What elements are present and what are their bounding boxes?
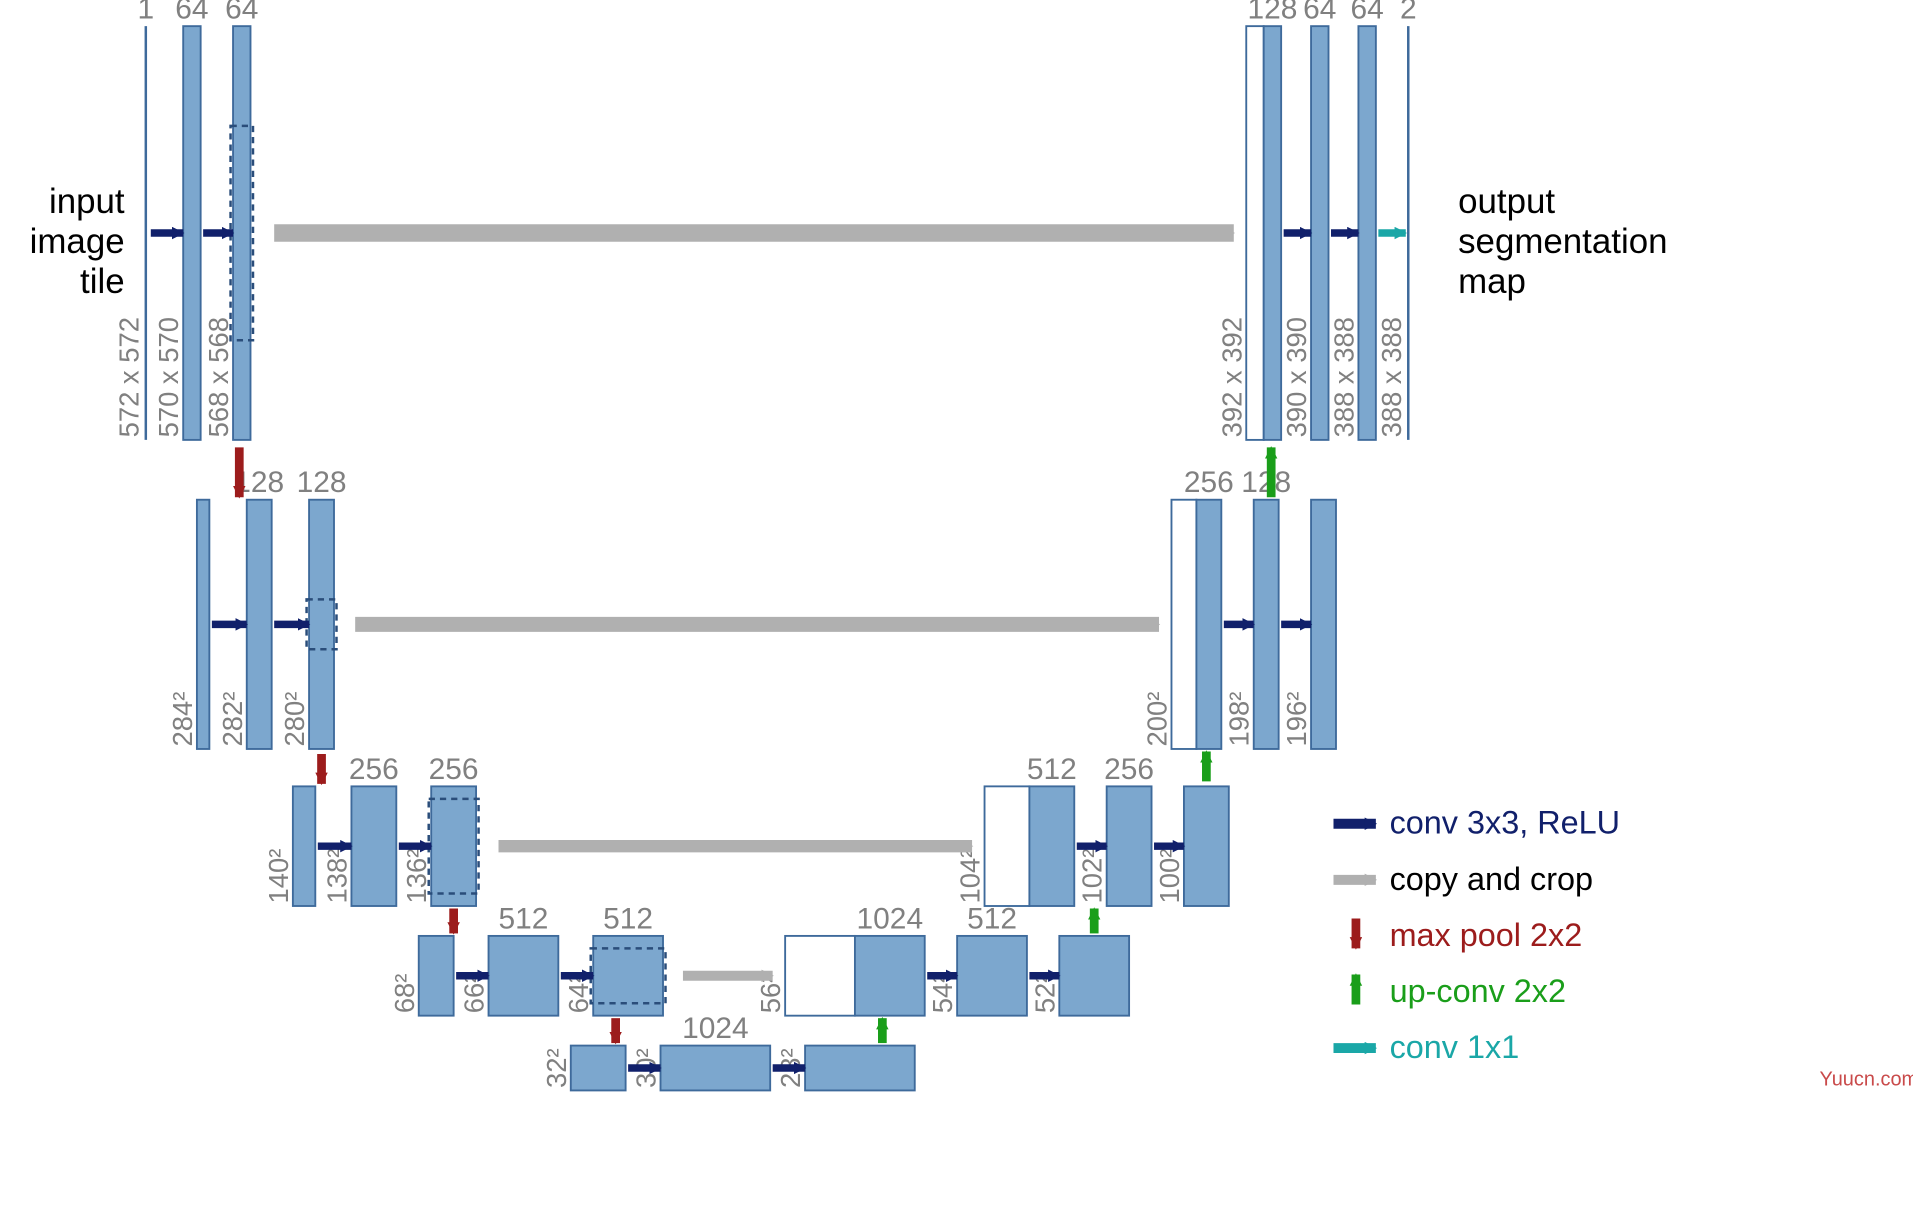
spatial-size: 104² xyxy=(955,849,986,904)
channel-count: 1024 xyxy=(682,1012,749,1045)
feature-map-block xyxy=(1246,26,1263,440)
spatial-size: 392 x 392 xyxy=(1216,317,1247,437)
spatial-size: 68² xyxy=(389,974,420,1014)
channel-count: 512 xyxy=(967,902,1017,935)
channel-count: 64 xyxy=(225,0,258,26)
output-label: outputsegmentationmap xyxy=(1458,182,1667,301)
spatial-size: 572 x 572 xyxy=(113,317,144,437)
upconv-legend-label: up-conv 2x2 xyxy=(1390,973,1566,1009)
feature-map-block xyxy=(309,500,334,749)
channel-count: 256 xyxy=(1184,466,1234,499)
spatial-size: 388 x 388 xyxy=(1328,317,1359,437)
feature-map-block xyxy=(1184,786,1229,906)
channel-count: 64 xyxy=(1303,0,1336,26)
feature-map-block xyxy=(1264,26,1281,440)
conv3x3-legend-label: conv 3x3, ReLU xyxy=(1390,805,1620,841)
channel-count: 256 xyxy=(429,753,479,786)
spatial-size: 570 x 570 xyxy=(153,317,184,437)
channel-count: 1024 xyxy=(857,902,924,935)
feature-map-block xyxy=(351,786,396,906)
spatial-size: 196² xyxy=(1281,692,1312,747)
feature-map-block xyxy=(1254,500,1279,749)
feature-map-block xyxy=(805,1046,915,1091)
channel-count: 512 xyxy=(1027,753,1077,786)
feature-map-block xyxy=(293,786,315,906)
feature-map-block xyxy=(985,786,1030,906)
feature-map-block xyxy=(197,500,209,749)
feature-map-block xyxy=(247,500,272,749)
feature-map-block xyxy=(183,26,200,440)
feature-map-block xyxy=(855,936,925,1016)
feature-map-block xyxy=(785,936,855,1016)
spatial-size: 140² xyxy=(263,849,294,904)
channel-count: 512 xyxy=(603,902,653,935)
pool-legend-label: max pool 2x2 xyxy=(1390,917,1583,953)
feature-map-block xyxy=(1358,26,1375,440)
spatial-size: 388 x 388 xyxy=(1376,317,1407,437)
spatial-size: 284² xyxy=(167,692,198,747)
spatial-size: 390 x 390 xyxy=(1281,317,1312,437)
feature-map-block xyxy=(489,936,559,1016)
feature-map-block xyxy=(1311,500,1336,749)
feature-map-block xyxy=(1196,500,1221,749)
channel-count: 256 xyxy=(349,753,399,786)
spatial-size: 100² xyxy=(1154,849,1185,904)
spatial-size: 102² xyxy=(1077,849,1108,904)
feature-map-block xyxy=(419,936,454,1016)
channel-count: 256 xyxy=(1104,753,1154,786)
channel-count: 128 xyxy=(1247,0,1297,26)
feature-map-block xyxy=(1311,26,1328,440)
copy-legend-label: copy and crop xyxy=(1390,861,1593,897)
spatial-size: 198² xyxy=(1224,692,1255,747)
spatial-size: 138² xyxy=(321,849,352,904)
channel-count: 128 xyxy=(1241,466,1291,499)
input-label: inputimagetile xyxy=(30,182,125,301)
feature-map-block xyxy=(1029,786,1074,906)
spatial-size: 32² xyxy=(541,1048,572,1088)
feature-map-block xyxy=(1171,500,1196,749)
spatial-size: 136² xyxy=(401,849,432,904)
spatial-size: 568 x 568 xyxy=(203,317,234,437)
unet-diagram: 1 572 x 572 64 570 x 570 64 568 x 568 392 x 39… xyxy=(0,0,1913,1230)
watermark: Yuucn.com xyxy=(1820,1068,1913,1090)
spatial-size: 282² xyxy=(217,692,248,747)
feature-map-block xyxy=(957,936,1027,1016)
channel-count: 1 xyxy=(137,0,154,26)
spatial-size: 200² xyxy=(1141,692,1172,747)
feature-map-block xyxy=(1059,936,1129,1016)
feature-map-block xyxy=(1107,786,1152,906)
feature-map-block xyxy=(661,1046,771,1091)
feature-map-block xyxy=(431,786,476,906)
feature-map-block xyxy=(233,26,250,440)
channel-count: 64 xyxy=(1351,0,1384,26)
channel-count: 2 xyxy=(1400,0,1417,26)
conv1x1-legend-label: conv 1x1 xyxy=(1390,1029,1520,1065)
spatial-size: 280² xyxy=(279,692,310,747)
channel-count: 128 xyxy=(297,466,347,499)
channel-count: 512 xyxy=(498,902,548,935)
feature-map-block xyxy=(571,1046,626,1091)
channel-count: 64 xyxy=(175,0,208,26)
